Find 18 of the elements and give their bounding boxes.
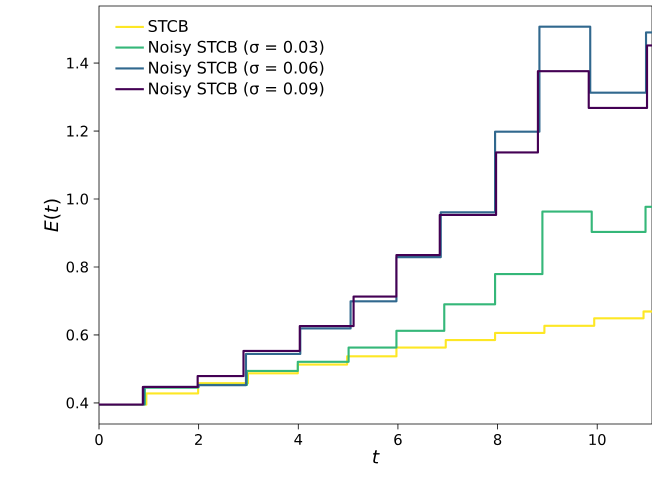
y-tick-label: 1.4: [67, 58, 88, 68]
y-tick-label: 0.4: [66, 397, 88, 408]
x-tick-label: 6: [394, 434, 402, 446]
y-tick-label: 1.2: [67, 126, 88, 136]
x-axis-title: t: [373, 450, 380, 464]
y-tick-label: 0.8: [66, 261, 88, 273]
y-axis-title: E(t): [44, 199, 60, 232]
x-tick-label: 4: [294, 434, 302, 445]
legend-label: Noisy STCB (σ = 0.09): [149, 82, 324, 98]
y-tick-label: 1.0: [67, 193, 88, 205]
legend-label: Noisy STCB (σ = 0.03): [149, 40, 324, 56]
x-tick-label: 10: [589, 434, 606, 446]
x-tick-label: 0: [95, 434, 103, 446]
y-tick-label: 0.6: [66, 329, 88, 340]
legend-label: STCB: [148, 20, 188, 32]
x-tick-label: 8: [494, 434, 502, 446]
legend-label: Noisy STCB (σ = 0.06): [149, 61, 324, 77]
x-tick-label: 2: [195, 434, 202, 445]
